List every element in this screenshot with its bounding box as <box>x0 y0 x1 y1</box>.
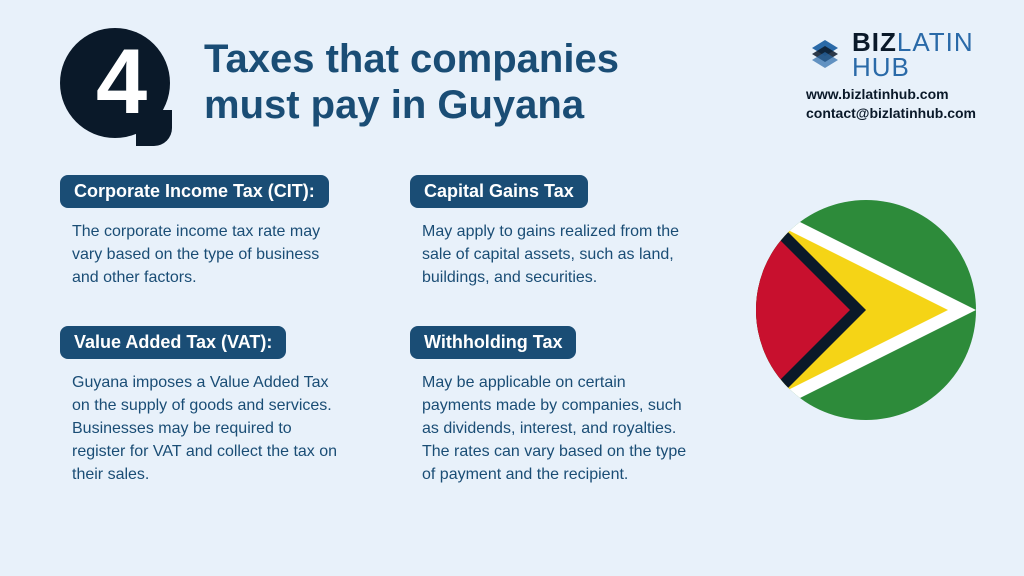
tax-label: Value Added Tax (VAT): <box>60 326 286 359</box>
brand-text: BIZLATIN HUB <box>852 30 974 79</box>
badge-number: 4 <box>96 30 147 135</box>
title-line-1: Taxes that companies <box>204 37 619 81</box>
tax-grid: Corporate Income Tax (CIT): The corporat… <box>60 175 700 487</box>
tax-block-withholding: Withholding Tax May be applicable on cer… <box>410 326 700 487</box>
brand-icon <box>806 36 844 74</box>
tax-label: Corporate Income Tax (CIT): <box>60 175 329 208</box>
guyana-flag <box>756 200 976 420</box>
flag-icon <box>756 200 976 420</box>
brand-email: contact@bizlatinhub.com <box>806 104 976 122</box>
tax-description: The corporate income tax rate may vary b… <box>60 220 340 290</box>
tax-block-capital-gains: Capital Gains Tax May apply to gains rea… <box>410 175 700 290</box>
brand-block: BIZLATIN HUB www.bizlatinhub.com contact… <box>806 30 976 122</box>
tax-label: Withholding Tax <box>410 326 576 359</box>
brand-logo: BIZLATIN HUB <box>806 30 976 79</box>
brand-links: www.bizlatinhub.com contact@bizlatinhub.… <box>806 85 976 121</box>
tax-description: May be applicable on certain payments ma… <box>410 371 690 487</box>
tax-description: May apply to gains realized from the sal… <box>410 220 690 290</box>
tax-block-cit: Corporate Income Tax (CIT): The corporat… <box>60 175 350 290</box>
tax-description: Guyana imposes a Value Added Tax on the … <box>60 371 340 487</box>
brand-website: www.bizlatinhub.com <box>806 85 976 103</box>
title-line-2: must pay in Guyana <box>204 83 584 127</box>
tax-label: Capital Gains Tax <box>410 175 588 208</box>
header: 4 Taxes that companies must pay in Guyan… <box>60 28 619 148</box>
tax-block-vat: Value Added Tax (VAT): Guyana imposes a … <box>60 326 350 487</box>
page-title: Taxes that companies must pay in Guyana <box>204 36 619 128</box>
brand-line-1: BIZLATIN <box>852 30 974 55</box>
number-badge: 4 <box>60 28 180 148</box>
brand-hub: HUB <box>852 55 974 80</box>
